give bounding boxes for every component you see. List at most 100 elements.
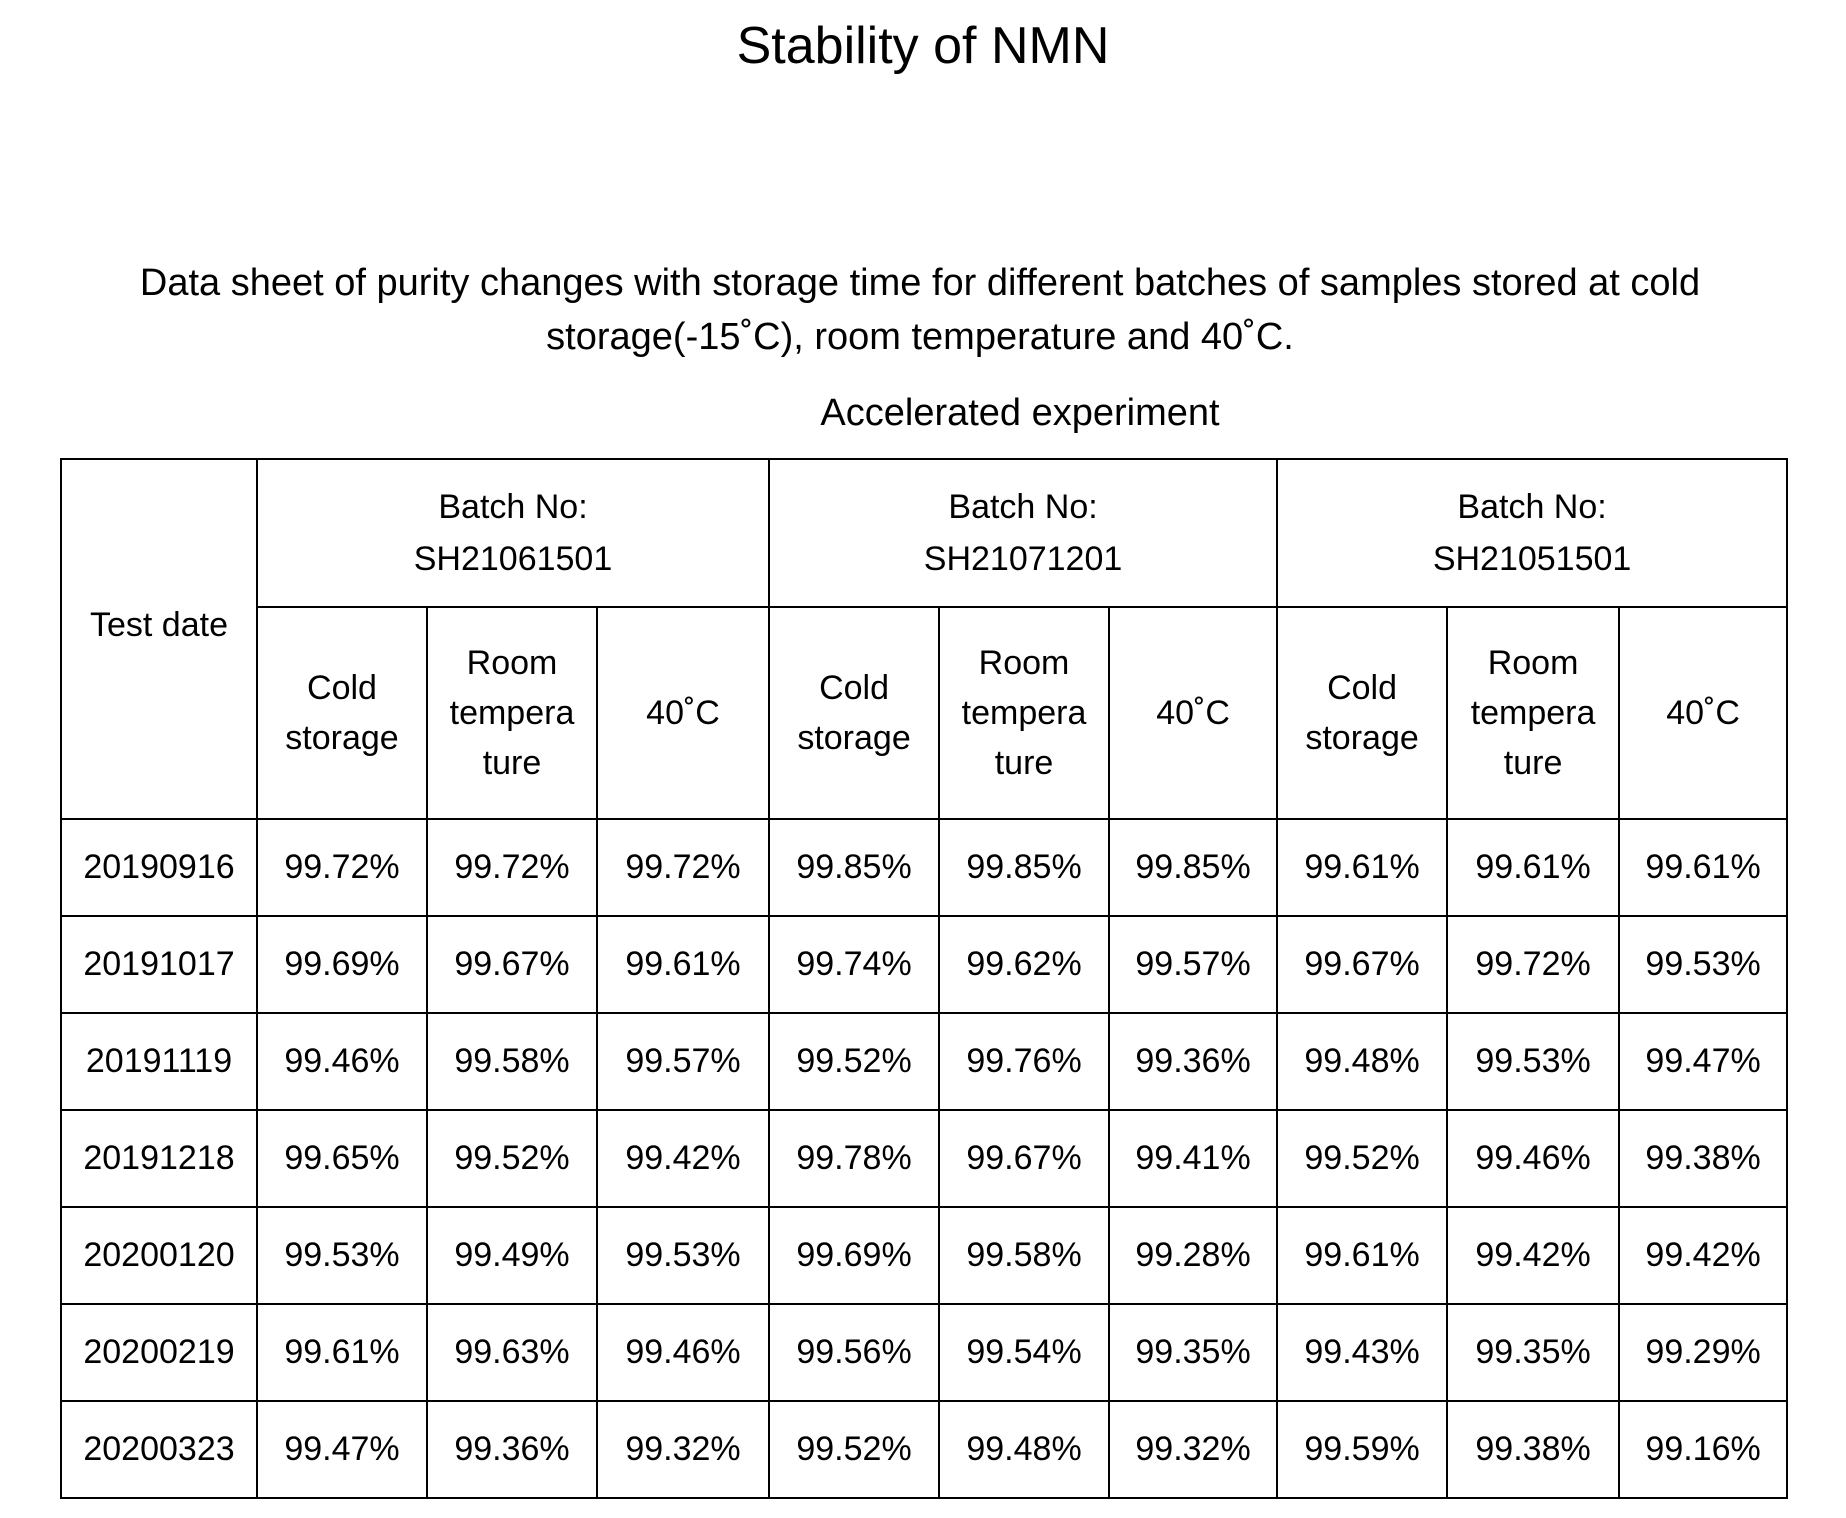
purity-table: Test date Batch No: SH21061501 Batch No:… [60,458,1789,1499]
table-description: Data sheet of purity changes with storag… [110,256,1730,364]
purity-cell: 99.59% [1276,1400,1449,1499]
purity-cell: 99.63% [426,1303,598,1402]
purity-cell: 99.74% [768,915,941,1014]
purity-cell: 99.61% [595,915,771,1014]
purity-cell: 99.28% [1108,1206,1279,1305]
40c-header: 40˚C [595,606,771,820]
purity-cell: 99.48% [938,1400,1111,1499]
test-date-cell: 20191218 [60,1109,258,1208]
batch-number: SH21071201 [923,540,1123,578]
batch-header-3: Batch No: SH21051501 [1276,458,1789,608]
purity-cell: 99.54% [938,1303,1111,1402]
purity-cell: 99.32% [1108,1400,1279,1499]
purity-cell: 99.49% [426,1206,598,1305]
purity-cell: 99.52% [1276,1109,1449,1208]
header-word: storage [1305,719,1419,757]
test-date-header: Test date [60,458,258,820]
purity-cell: 99.46% [1446,1109,1621,1208]
40c-header: 40˚C [1618,606,1789,820]
header-word: ture [994,744,1054,782]
purity-cell: 99.61% [1446,818,1621,917]
table-row: 20200219 99.61% 99.63% 99.46% 99.56% 99.… [60,1303,1789,1402]
purity-cell: 99.47% [256,1400,428,1499]
purity-cell: 99.65% [256,1109,428,1208]
purity-cell: 99.78% [768,1109,941,1208]
cold-storage-header: Cold storage [1276,606,1449,820]
purity-cell: 99.85% [1108,818,1279,917]
purity-cell: 99.46% [256,1012,428,1111]
purity-cell: 99.57% [595,1012,771,1111]
header-word: Room [466,644,558,682]
purity-cell: 99.61% [1276,1206,1449,1305]
test-date-cell: 20200219 [60,1303,258,1402]
purity-cell: 99.35% [1108,1303,1279,1402]
purity-cell: 99.67% [426,915,598,1014]
purity-cell: 99.61% [256,1303,428,1402]
purity-cell: 99.38% [1618,1109,1789,1208]
purity-cell: 99.42% [595,1109,771,1208]
purity-cell: 99.67% [938,1109,1111,1208]
header-word: Room [978,644,1070,682]
purity-cell: 99.35% [1446,1303,1621,1402]
purity-cell: 99.69% [256,915,428,1014]
section-heading: Accelerated experiment [820,392,1220,434]
condition-header-row: Cold storage Room tempera ture 40˚C Cold sto… [61,606,1789,820]
purity-cell: 99.72% [595,818,771,917]
header-word: ture [1503,744,1563,782]
room-temperature-header: Room tempera ture [938,606,1111,820]
purity-cell: 99.61% [1618,818,1789,917]
purity-cell: 99.62% [938,915,1111,1014]
test-date-cell: 20191017 [60,915,258,1014]
table-row: 20191017 99.69% 99.67% 99.61% 99.74% 99.… [60,915,1789,1014]
header-word: tempera [961,694,1087,732]
purity-cell: 99.57% [1108,915,1279,1014]
batch-header-1: Batch No: SH21061501 [255,458,771,608]
purity-cell: 99.53% [1446,1012,1621,1111]
purity-cell: 99.67% [1276,915,1449,1014]
table-row: 20191218 99.65% 99.52% 99.42% 99.78% 99.… [60,1109,1789,1208]
purity-cell: 99.58% [426,1012,598,1111]
purity-cell: 99.46% [595,1303,771,1402]
cold-storage-header: Cold storage [256,606,428,820]
test-date-cell: 20200120 [60,1206,258,1305]
description-line-1: Data sheet of purity changes with storag… [139,262,1701,304]
batch-label: Batch No: [1457,488,1607,526]
purity-cell: 99.72% [426,818,598,917]
header-word: Room [1487,644,1579,682]
table-row: 20191119 99.46% 99.58% 99.57% 99.52% 99.… [60,1012,1789,1111]
test-date-cell: 20191119 [60,1012,258,1111]
description-line-2: storage(-15˚C), room temperature and 40˚… [546,316,1294,358]
purity-cell: 99.85% [938,818,1111,917]
purity-cell: 99.72% [1446,915,1621,1014]
40c-header: 40˚C [1108,606,1279,820]
header-word: Cold [307,669,377,707]
purity-cell: 99.53% [595,1206,771,1305]
purity-cell: 99.47% [1618,1012,1789,1111]
purity-cell: 99.76% [938,1012,1111,1111]
purity-cell: 99.61% [1276,818,1449,917]
purity-cell: 99.36% [426,1400,598,1499]
purity-cell: 99.58% [938,1206,1111,1305]
cold-storage-header: Cold storage [768,606,941,820]
table-row: 20200323 99.47% 99.36% 99.32% 99.52% 99.… [60,1400,1789,1499]
header-word: storage [285,719,399,757]
header-word: Cold [1327,669,1398,707]
batch-number: SH21061501 [413,540,613,578]
purity-cell: 99.69% [768,1206,941,1305]
batch-number: SH21051501 [1432,540,1632,578]
purity-cell: 99.38% [1446,1400,1621,1499]
room-temperature-header: Room tempera ture [1446,606,1621,820]
header-word: tempera [449,694,575,732]
header-word: ture [482,744,542,782]
batch-header-2: Batch No: SH21071201 [768,458,1279,608]
batch-label: Batch No: [948,488,1098,526]
room-temperature-header: Room tempera ture [426,606,598,820]
purity-cell: 99.36% [1108,1012,1279,1111]
purity-cell: 99.72% [256,818,428,917]
purity-cell: 99.42% [1618,1206,1789,1305]
page-title: Stability of NMN [736,17,1110,75]
purity-cell: 99.29% [1618,1303,1789,1402]
header-word: tempera [1470,694,1596,732]
purity-cell: 99.85% [768,818,941,917]
purity-cell: 99.52% [768,1400,941,1499]
